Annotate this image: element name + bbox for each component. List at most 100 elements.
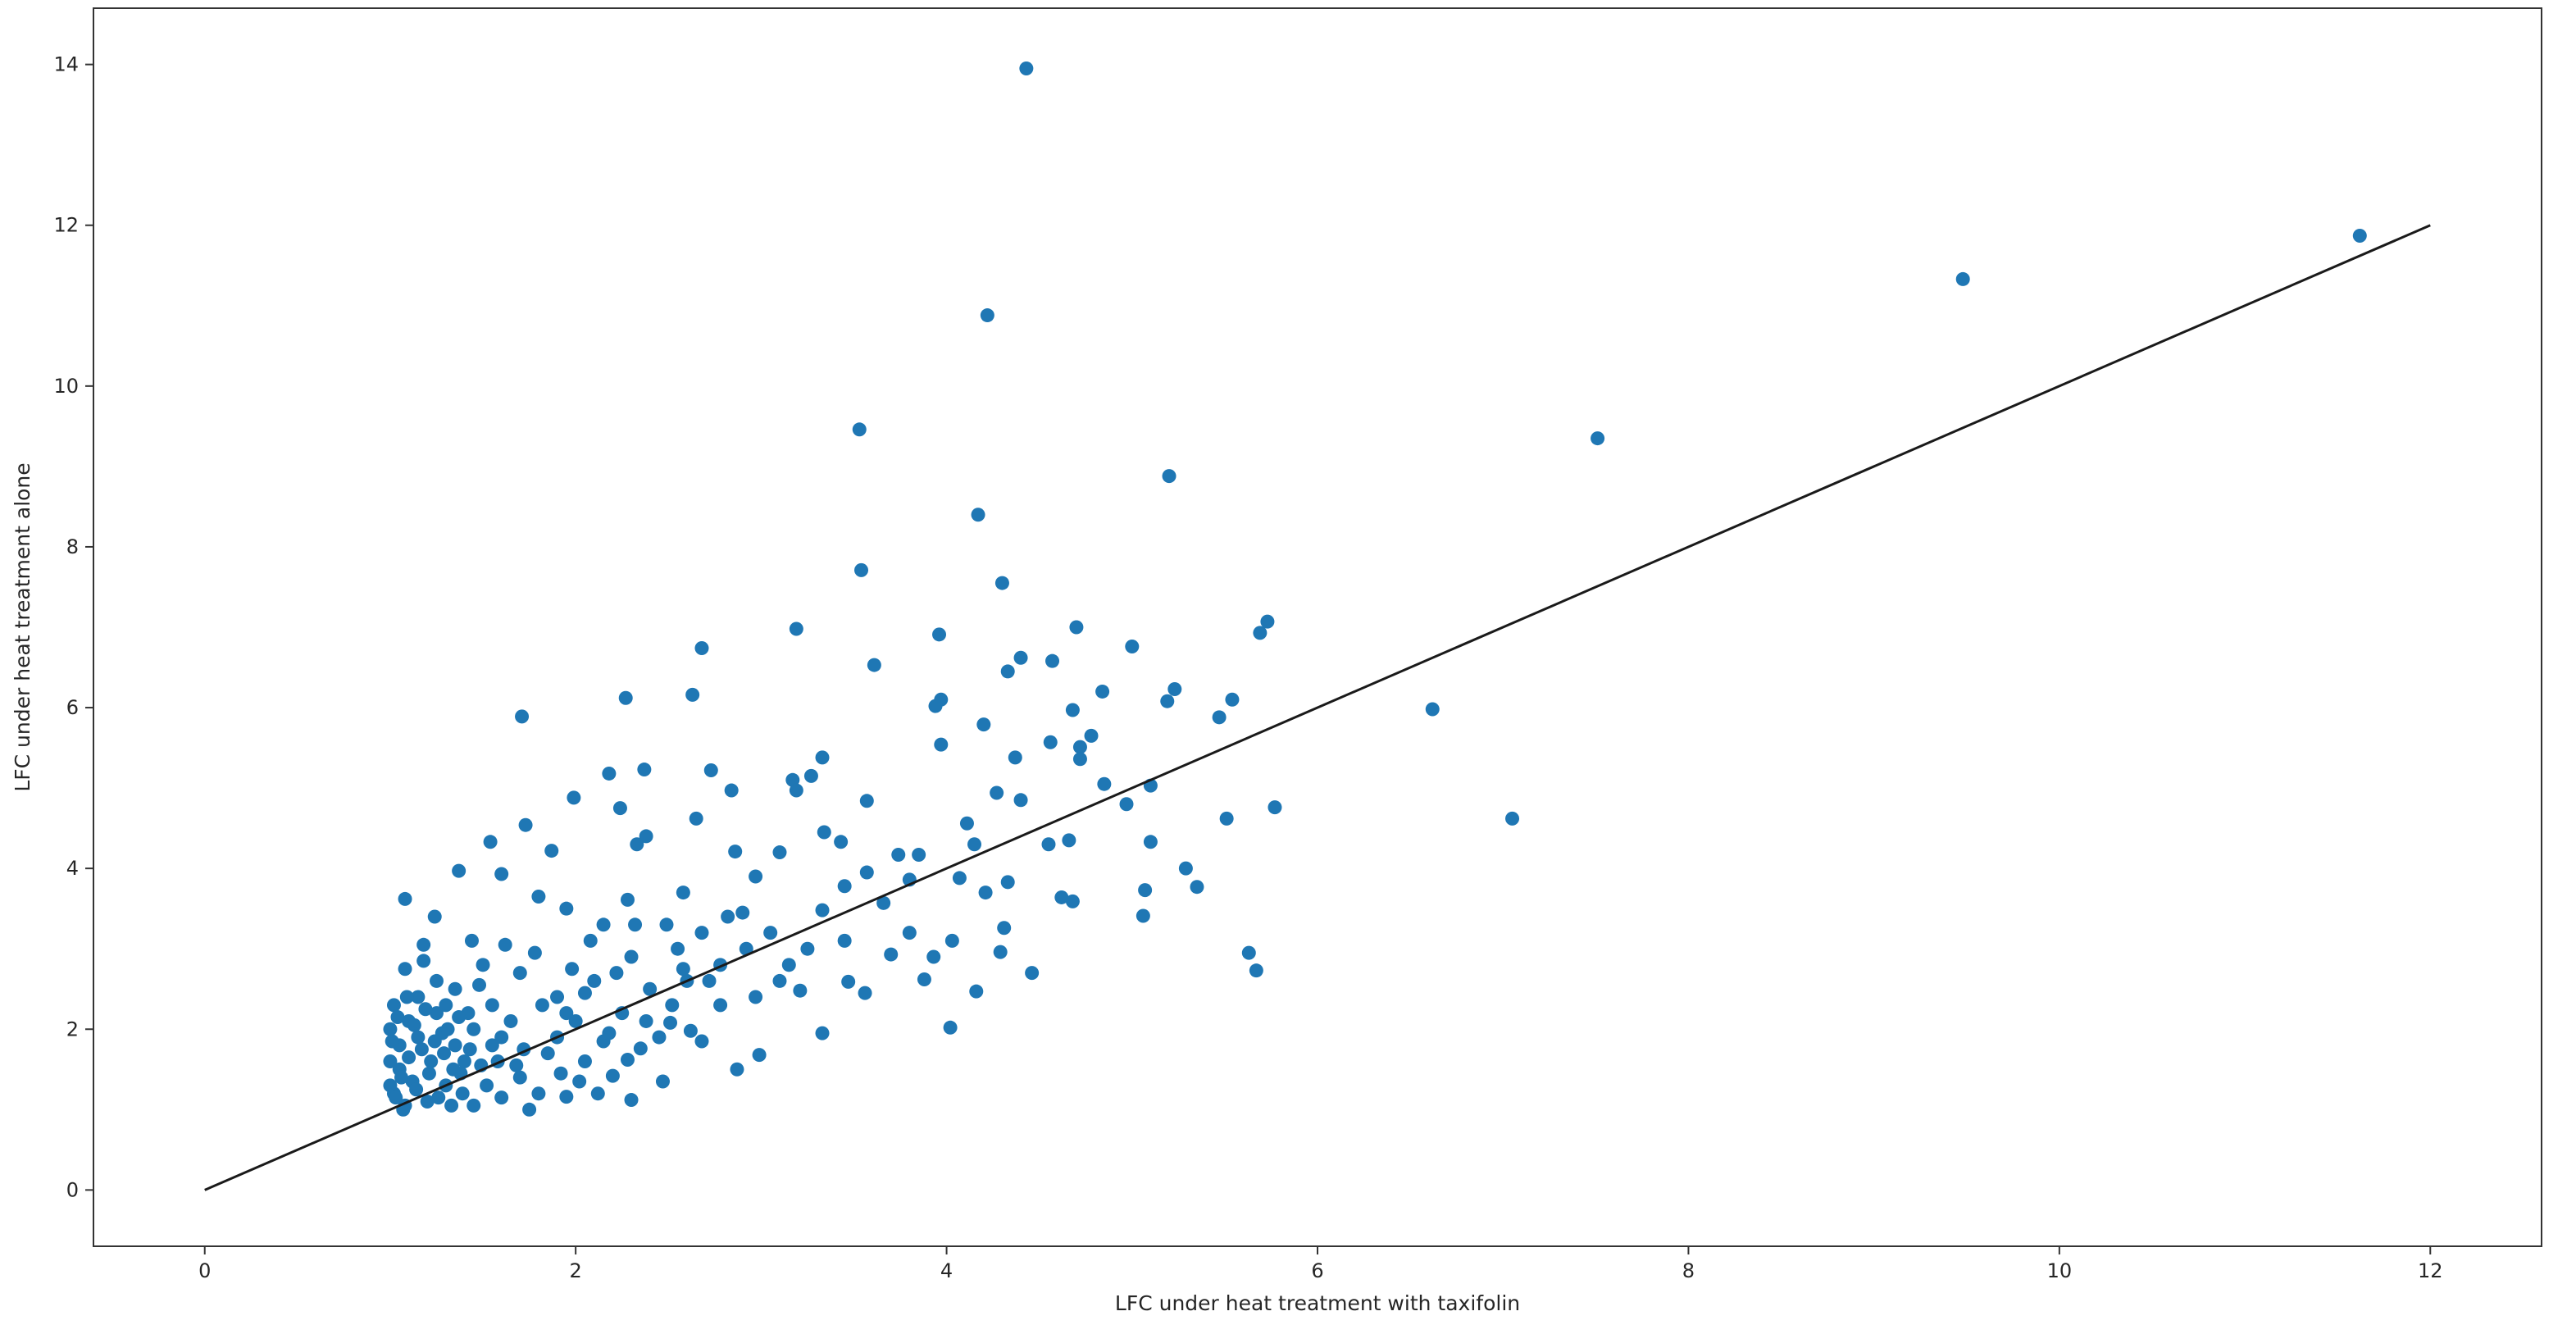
point — [1025, 966, 1040, 981]
point — [1162, 469, 1176, 484]
point — [858, 986, 872, 1000]
point — [418, 1002, 433, 1017]
point — [512, 1070, 527, 1085]
point — [703, 763, 718, 778]
point — [467, 1098, 481, 1113]
point — [976, 717, 991, 732]
point — [587, 973, 602, 988]
x-tick-label: 6 — [1311, 1259, 1323, 1282]
point — [815, 750, 830, 765]
point — [550, 990, 565, 1004]
point — [993, 945, 1008, 959]
point — [735, 905, 750, 920]
point — [535, 998, 549, 1013]
point — [730, 1062, 744, 1077]
plot-frame — [93, 7, 2542, 1247]
point — [817, 825, 831, 840]
point — [630, 837, 644, 852]
point — [1260, 614, 1275, 629]
point — [472, 977, 487, 992]
point — [1069, 620, 1084, 635]
point — [763, 926, 778, 940]
point — [402, 1050, 416, 1065]
point — [437, 1046, 452, 1061]
point — [694, 926, 709, 940]
point — [518, 817, 533, 832]
point — [876, 895, 891, 910]
point — [1225, 692, 1240, 707]
point — [1000, 875, 1015, 890]
point — [663, 1015, 678, 1030]
point — [772, 973, 787, 988]
point — [1125, 640, 1140, 654]
point — [1136, 908, 1150, 923]
point — [452, 1010, 467, 1025]
point — [671, 941, 685, 956]
point — [917, 972, 931, 986]
point — [620, 1053, 635, 1068]
point — [399, 990, 414, 1004]
point — [448, 1038, 462, 1053]
point — [789, 783, 803, 798]
point — [728, 845, 743, 859]
point — [480, 1078, 494, 1093]
point — [854, 562, 869, 577]
point — [1041, 837, 1056, 852]
point — [969, 984, 984, 999]
point — [467, 1022, 481, 1036]
point — [609, 966, 624, 981]
point — [427, 909, 442, 924]
x-tick-label: 10 — [2047, 1259, 2073, 1282]
point — [602, 766, 617, 781]
point — [383, 1022, 398, 1036]
point — [411, 990, 426, 1004]
point — [772, 845, 787, 860]
point — [618, 690, 633, 705]
point — [980, 308, 994, 323]
point — [540, 1046, 555, 1061]
point — [781, 958, 796, 972]
point — [1241, 945, 1256, 960]
point — [752, 1048, 767, 1063]
point — [624, 1093, 639, 1108]
point — [559, 901, 574, 916]
y-axis-label: LFC under heat treatment alone — [11, 462, 34, 791]
point — [440, 1022, 455, 1036]
point — [1219, 811, 1234, 826]
point — [724, 783, 739, 798]
point — [420, 1095, 435, 1109]
point — [1119, 797, 1134, 812]
point — [424, 1054, 439, 1068]
point — [994, 576, 1009, 590]
point — [1072, 752, 1087, 767]
point — [971, 508, 985, 522]
point — [676, 886, 690, 900]
point — [439, 998, 453, 1013]
point — [1505, 811, 1520, 826]
y-tick-label: 10 — [53, 375, 79, 398]
point — [713, 998, 728, 1013]
point — [494, 1090, 509, 1105]
point — [902, 926, 917, 940]
point — [531, 1086, 546, 1101]
point — [462, 1042, 477, 1057]
point — [815, 1026, 830, 1040]
point — [944, 933, 959, 948]
point — [859, 865, 874, 880]
point — [694, 640, 709, 655]
point — [912, 847, 926, 862]
point — [386, 998, 401, 1013]
point — [448, 981, 462, 996]
point — [1065, 894, 1080, 908]
point — [559, 1090, 574, 1104]
point — [1160, 694, 1175, 708]
point — [990, 785, 1004, 800]
point — [567, 790, 581, 805]
y-tick-label: 4 — [66, 857, 79, 880]
point — [1095, 684, 1110, 699]
reference-line — [204, 224, 2431, 1191]
point — [1019, 61, 1034, 76]
point — [1212, 710, 1227, 725]
point — [943, 1020, 958, 1035]
